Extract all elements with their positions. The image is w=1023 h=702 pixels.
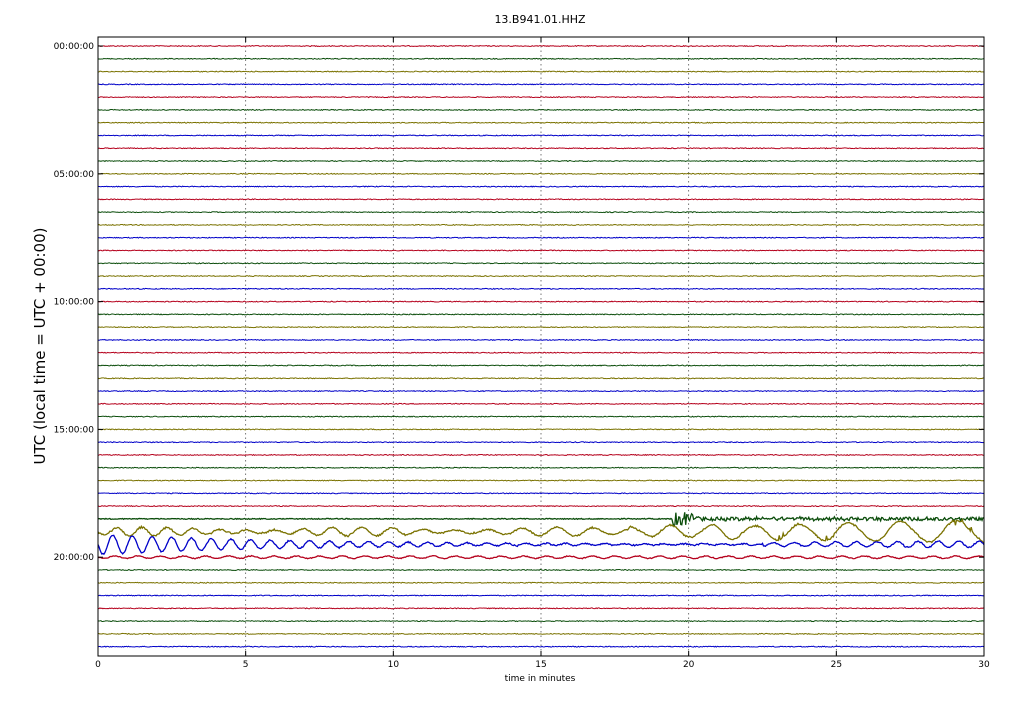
trace-row-14 xyxy=(97,223,985,227)
trace-row-10 xyxy=(97,172,985,175)
trace-row-4 xyxy=(97,96,985,99)
trace-row-6 xyxy=(97,121,985,124)
trace-row-34 xyxy=(97,479,985,482)
trace-row-37 xyxy=(97,512,985,528)
trace-row-22 xyxy=(97,326,985,329)
trace-row-21 xyxy=(97,313,985,316)
trace-row-27 xyxy=(97,389,985,393)
trace-row-45 xyxy=(97,620,985,623)
x-axis-ticks: 0 5 10 15 20 25 30 xyxy=(95,37,990,670)
y-axis-ticks: 00:00:00 05:00:00 10:00:00 15:00:00 20:00:00 xyxy=(54,42,984,563)
trace-row-42 xyxy=(97,581,985,584)
trace-row-38 xyxy=(97,518,985,544)
y-tick-label: 00:00:00 xyxy=(54,42,95,52)
trace-row-11 xyxy=(97,185,985,188)
y-tick-label: 20:00:00 xyxy=(54,553,95,563)
trace-row-15 xyxy=(97,236,985,239)
x-axis-label: time in minutes xyxy=(505,674,576,684)
x-tick-label: 0 xyxy=(95,660,101,670)
trace-row-19 xyxy=(97,287,985,290)
trace-row-1 xyxy=(97,57,985,60)
trace-row-7 xyxy=(97,134,985,137)
x-tick-label: 10 xyxy=(388,660,400,670)
x-tick-label: 30 xyxy=(978,660,990,670)
trace-row-47 xyxy=(97,645,985,648)
traces xyxy=(97,44,985,648)
trace-row-13 xyxy=(97,211,985,214)
chart-title: 13.B941.01.HHZ xyxy=(494,13,586,26)
trace-row-28 xyxy=(97,402,985,405)
trace-row-46 xyxy=(97,632,985,635)
trace-row-29 xyxy=(97,415,985,418)
trace-row-16 xyxy=(97,249,985,252)
x-tick-label: 5 xyxy=(243,660,249,670)
x-tick-label: 15 xyxy=(535,660,546,670)
trace-row-39 xyxy=(97,534,985,556)
trace-row-25 xyxy=(97,364,985,367)
trace-row-9 xyxy=(97,159,985,163)
y-tick-label: 10:00:00 xyxy=(54,298,95,308)
trace-row-31 xyxy=(97,441,985,444)
trace-row-44 xyxy=(97,607,985,610)
trace-row-18 xyxy=(97,274,985,278)
trace-row-32 xyxy=(97,453,985,457)
x-gridlines xyxy=(245,37,837,656)
trace-row-26 xyxy=(97,377,985,380)
plot-frame xyxy=(97,36,985,657)
trace-row-0 xyxy=(97,44,985,48)
trace-row-8 xyxy=(97,147,985,150)
trace-row-23 xyxy=(97,338,985,342)
y-tick-label: 15:00:00 xyxy=(54,425,95,435)
y-axis-label: UTC (local time = UTC + 00:00) xyxy=(31,228,49,465)
trace-row-2 xyxy=(97,70,985,73)
trace-row-30 xyxy=(97,428,985,431)
trace-row-33 xyxy=(97,466,985,469)
trace-row-43 xyxy=(97,594,985,597)
x-tick-label: 25 xyxy=(831,660,842,670)
trace-row-24 xyxy=(97,351,985,354)
y-tick-label: 05:00:00 xyxy=(54,170,95,180)
x-tick-label: 20 xyxy=(683,660,695,670)
trace-row-40 xyxy=(97,554,985,560)
trace-row-20 xyxy=(97,300,985,303)
trace-row-36 xyxy=(97,504,985,508)
trace-row-17 xyxy=(97,262,985,265)
trace-row-5 xyxy=(97,108,985,111)
trace-row-12 xyxy=(97,198,985,201)
trace-row-3 xyxy=(97,83,985,86)
trace-row-41 xyxy=(97,568,985,572)
trace-row-35 xyxy=(97,492,985,495)
